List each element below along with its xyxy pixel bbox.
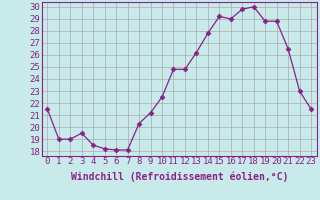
X-axis label: Windchill (Refroidissement éolien,°C): Windchill (Refroidissement éolien,°C) [70, 172, 288, 182]
